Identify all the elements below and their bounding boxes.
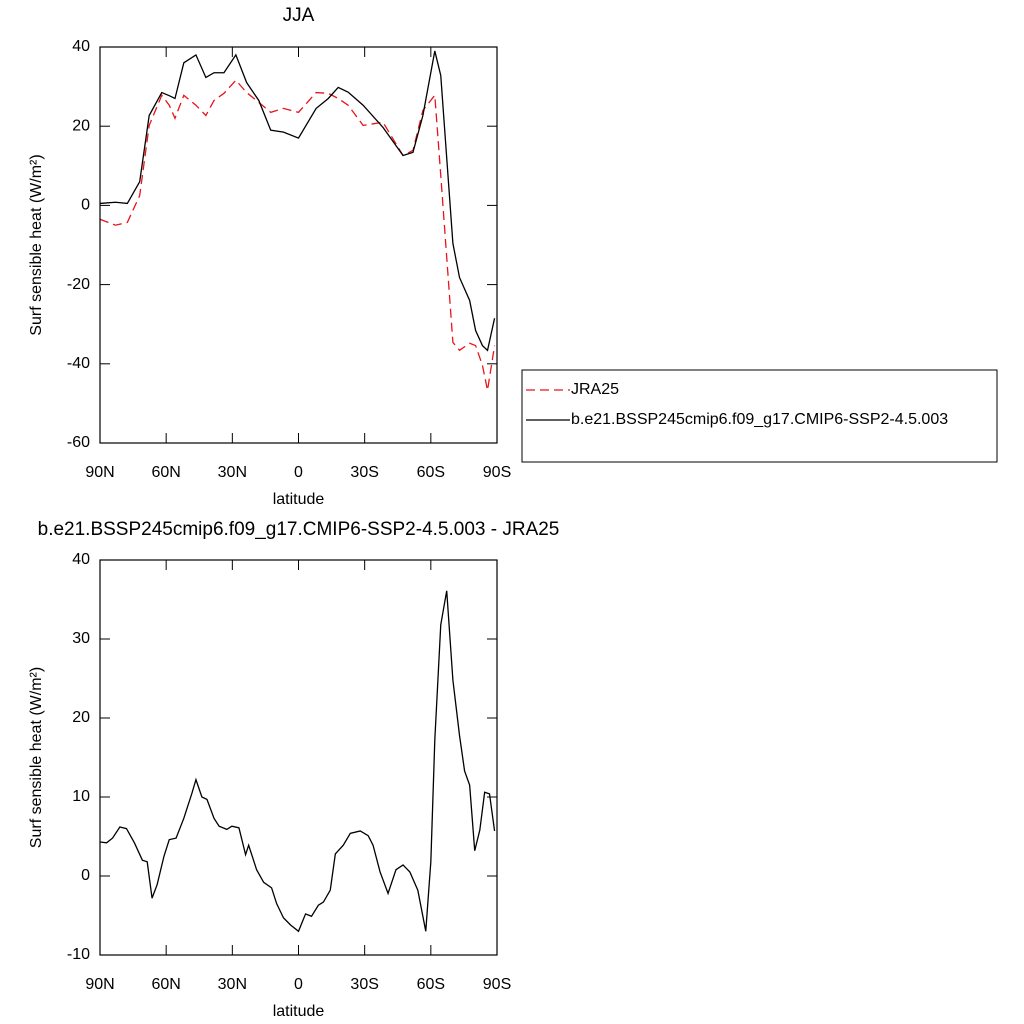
data-line bbox=[99, 50, 496, 352]
plot-frame bbox=[99, 46, 498, 444]
data-line bbox=[99, 590, 496, 933]
x-tick-label: 90N bbox=[85, 976, 114, 993]
x-tick-label: 30S bbox=[350, 976, 378, 993]
legend-box bbox=[521, 369, 998, 463]
data-line bbox=[99, 79, 496, 391]
x-tick-label: 30S bbox=[350, 464, 378, 481]
y-tick-label: 10 bbox=[72, 788, 90, 805]
y-tick-label: 40 bbox=[72, 551, 90, 568]
x-axis-label: latitude bbox=[273, 491, 325, 508]
chart-title: JJA bbox=[283, 5, 315, 26]
y-tick-label: -20 bbox=[67, 276, 90, 293]
x-tick-label: 60S bbox=[417, 464, 445, 481]
x-tick-label: 60N bbox=[151, 464, 180, 481]
x-tick-label: 90N bbox=[85, 464, 114, 481]
x-tick-label: 30N bbox=[218, 976, 247, 993]
legend-label: JRA25 bbox=[571, 381, 619, 398]
legend-label: b.e21.BSSP245cmip6.f09_g17.CMIP6-SSP2-4.… bbox=[571, 411, 948, 428]
y-tick-label: 0 bbox=[81, 197, 90, 214]
x-tick-label: 90S bbox=[483, 976, 511, 993]
y-tick-label: -40 bbox=[67, 355, 90, 372]
y-tick-label: 20 bbox=[72, 117, 90, 134]
x-tick-label: 60N bbox=[151, 976, 180, 993]
y-tick-label: -60 bbox=[67, 434, 90, 451]
plot-frame bbox=[99, 559, 498, 956]
y-tick-label: 0 bbox=[81, 867, 90, 884]
y-tick-label: 40 bbox=[72, 38, 90, 55]
y-tick-label: -10 bbox=[67, 946, 90, 963]
x-tick-label: 0 bbox=[294, 976, 303, 993]
y-axis-label: Surf sensible heat (W/m²) bbox=[28, 667, 45, 848]
y-axis-label: Surf sensible heat (W/m²) bbox=[28, 154, 45, 335]
y-tick-label: 20 bbox=[72, 709, 90, 726]
x-axis-label: latitude bbox=[273, 1003, 325, 1020]
x-tick-label: 90S bbox=[483, 464, 511, 481]
x-tick-label: 60S bbox=[417, 976, 445, 993]
x-tick-label: 0 bbox=[294, 464, 303, 481]
chart-title: b.e21.BSSP245cmip6.f09_g17.CMIP6-SSP2-4.… bbox=[38, 519, 560, 540]
x-tick-label: 30N bbox=[218, 464, 247, 481]
y-tick-label: 30 bbox=[72, 630, 90, 647]
